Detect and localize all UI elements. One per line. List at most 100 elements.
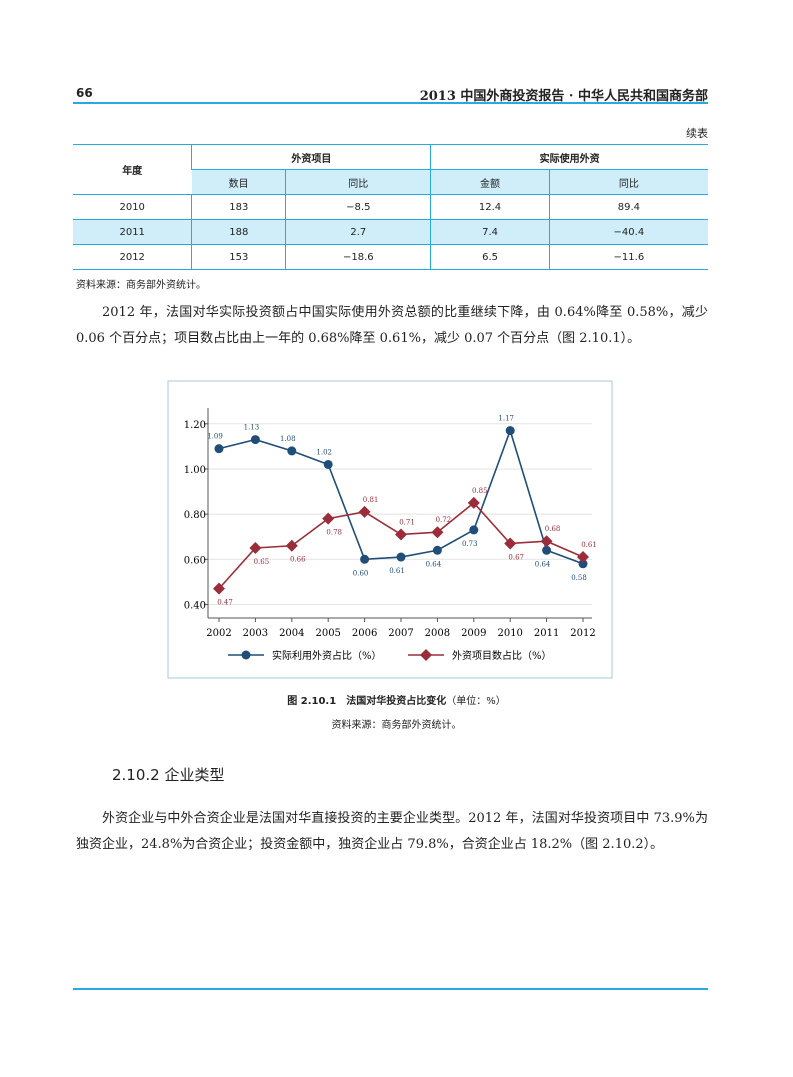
table-header: 外资项目 — [191, 145, 431, 170]
table-header: 年度 — [122, 166, 143, 177]
table-cell: −18.6 — [285, 244, 431, 270]
data-point — [504, 537, 517, 550]
table-cell: 12.4 — [430, 194, 550, 220]
data-point — [542, 545, 552, 555]
table-cell: −8.5 — [285, 194, 431, 220]
paragraph: 2012 年，法国对华实际投资额占中国实际使用外资总额的比重继续下降，由 0.6… — [76, 305, 708, 346]
data-label: 0.78 — [326, 529, 342, 537]
table-cell: 6.5 — [430, 244, 550, 270]
data-label: 0.61 — [581, 541, 597, 549]
data-label: 0.85 — [472, 487, 488, 495]
y-tick-label: 0.60 — [184, 555, 206, 566]
data-label: 0.47 — [217, 599, 233, 607]
caption-number: 图 2.10.1 — [287, 696, 337, 707]
table-cell: 2.7 — [285, 219, 431, 245]
table-row: 2010 183 −8.5 12.4 89.4 — [73, 194, 708, 220]
table-cell: 2010 — [119, 201, 145, 213]
data-point — [578, 559, 588, 569]
x-tick-label: 2006 — [352, 628, 377, 639]
data-point — [467, 496, 480, 509]
table-subheader: 同比 — [285, 169, 431, 195]
x-tick-label: 2008 — [425, 628, 450, 639]
data-label: 1.02 — [316, 448, 332, 456]
data-point — [540, 535, 553, 548]
figure-source: 资料来源：商务部外资统计。 — [331, 720, 462, 731]
data-label: 0.81 — [363, 496, 379, 504]
table-header-row: 年度 外资项目 实际使用外资 — [73, 145, 708, 177]
table-row: 2012 153 −18.6 6.5 −11.6 — [73, 244, 708, 270]
data-point — [396, 552, 406, 562]
data-point — [358, 505, 371, 518]
data-label: 0.66 — [290, 556, 306, 564]
table-subheader-row: 数目 同比 金额 同比 — [73, 169, 708, 195]
table-cell: 7.4 — [430, 219, 550, 245]
running-title: 2013 中国外商投资报告 · 中华人民共和国商务部 — [419, 89, 708, 104]
table-cell: 183 — [191, 194, 286, 220]
chart-frame — [167, 380, 613, 679]
table-cell: 2012 — [119, 251, 145, 263]
legend-label: 实际利用外资占比（%） — [272, 649, 382, 662]
section-heading: 2.10.2 企业类型 — [112, 766, 225, 784]
data-label: 0.64 — [535, 560, 551, 568]
table-cell: 2011 — [119, 226, 145, 238]
data-point — [213, 582, 225, 595]
table-cell: 153 — [191, 244, 286, 270]
y-tick-label: 1.20 — [184, 420, 206, 431]
data-point — [577, 551, 589, 564]
data-label: 0.61 — [389, 567, 405, 575]
caption-title: 法国对华投资占比变化 — [346, 696, 447, 707]
data-label: 1.09 — [207, 433, 223, 441]
data-label: 0.67 — [508, 553, 524, 561]
paragraph: 外资企业与中外合资企业是法国对华直接投资的主要企业类型。2012 年，法国对华投… — [76, 811, 708, 852]
table-top-rule — [73, 144, 708, 145]
table-cell: 89.4 — [548, 194, 708, 220]
table-caption: 续表 — [686, 127, 708, 140]
legend-marker — [241, 650, 251, 660]
data-point — [249, 542, 262, 554]
data-label: 0.72 — [436, 516, 452, 524]
data-point — [505, 426, 515, 436]
data-point — [214, 444, 224, 454]
data-point — [469, 525, 479, 535]
caption-unit: （单位：%） — [446, 696, 506, 707]
table-subheader: 同比 — [548, 169, 708, 195]
legend-label: 外资项目数占比（%） — [452, 649, 552, 662]
data-point — [250, 435, 260, 445]
series-line — [218, 428, 584, 565]
data-label: 0.65 — [254, 558, 270, 566]
x-tick-label: 2010 — [497, 628, 522, 639]
data-label: 0.73 — [462, 540, 478, 548]
data-point — [395, 528, 407, 541]
data-label: 1.13 — [244, 424, 260, 432]
series-line — [218, 501, 584, 590]
data-point — [323, 459, 333, 469]
table-source: 资料来源：商务部外资统计。 — [76, 280, 206, 291]
data-label: 1.17 — [498, 415, 514, 423]
data-point — [285, 539, 298, 552]
legend-marker — [420, 649, 432, 661]
x-tick-label: 2004 — [279, 628, 304, 639]
table-cell: 188 — [191, 219, 286, 245]
x-tick-label: 2012 — [570, 628, 595, 639]
data-label: 1.08 — [280, 435, 296, 443]
figure-caption: 图 2.10.1 法国对华投资占比变化（单位：%） — [0, 692, 793, 707]
table-subheader: 金额 — [430, 169, 550, 195]
data-point — [287, 446, 297, 456]
data-label: 0.68 — [545, 525, 561, 533]
table-subheader: 数目 — [191, 169, 286, 195]
table-row: 2011 188 2.7 7.4 −40.4 — [73, 219, 708, 245]
data-label: 0.71 — [399, 518, 415, 526]
data-label: 0.64 — [426, 560, 442, 568]
data-label: 0.60 — [353, 569, 369, 577]
y-tick-label: 0.80 — [184, 510, 206, 521]
table-cell: −40.4 — [548, 219, 708, 245]
header-rule — [73, 102, 708, 104]
data-point — [322, 512, 335, 525]
x-tick-label: 2007 — [388, 628, 413, 639]
page-number: 66 — [76, 86, 93, 100]
data-point — [360, 554, 370, 564]
data-label: 0.58 — [571, 574, 587, 582]
x-tick-label: 2003 — [243, 628, 268, 639]
